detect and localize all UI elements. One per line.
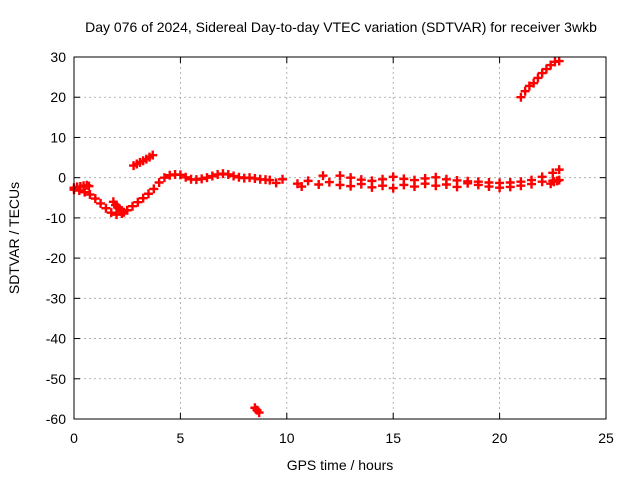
data-point (119, 207, 129, 217)
data-point (143, 189, 153, 199)
data-point (101, 203, 111, 213)
data-point (133, 197, 143, 207)
data-point (552, 176, 562, 186)
data-point (554, 165, 564, 175)
data-point (356, 179, 366, 189)
data-points (69, 56, 564, 418)
series-small-arc-3-4h (129, 150, 158, 171)
x-tick-labels: 0 5 10 15 20 25 (70, 430, 614, 446)
y-tick-label: -30 (46, 290, 66, 306)
x-tick-label: 25 (598, 430, 614, 446)
data-point (420, 179, 430, 189)
data-point (229, 171, 239, 181)
y-tick-label: -40 (46, 331, 66, 347)
data-point (463, 178, 473, 188)
y-tick-label: 0 (58, 170, 66, 186)
data-point (314, 180, 324, 190)
data-point (335, 180, 345, 190)
data-point (297, 182, 307, 192)
data-point (265, 175, 275, 185)
y-tick-label: 10 (50, 129, 66, 145)
x-tick-label: 10 (279, 430, 295, 446)
y-tick-label: 30 (50, 49, 66, 65)
data-point (154, 177, 164, 187)
data-point (473, 180, 483, 190)
data-point (505, 182, 515, 192)
data-point (529, 78, 539, 88)
data-point (548, 168, 558, 178)
y-tick-label: -60 (46, 411, 66, 427)
data-point (516, 92, 526, 102)
data-point (409, 182, 419, 192)
data-point (335, 171, 345, 181)
data-point (367, 182, 377, 192)
data-point (388, 183, 398, 193)
data-point (388, 172, 398, 182)
data-point (554, 56, 564, 66)
y-tick-labels: 30 20 10 0 -10 -20 -30 -40 -50 -60 (46, 49, 66, 427)
data-point (533, 73, 543, 83)
x-tick-label: 0 (70, 430, 78, 446)
series-upper-right-arc (516, 56, 564, 102)
series-outlier-8-9h (250, 403, 264, 418)
data-point (271, 178, 281, 188)
data-point (378, 181, 388, 191)
data-point (90, 194, 100, 204)
data-point (96, 198, 106, 208)
x-axis-label: GPS time / hours (287, 457, 394, 473)
data-point (324, 177, 334, 187)
data-point (278, 174, 288, 184)
data-point (175, 170, 185, 180)
series-scatter-9-13h (265, 171, 334, 192)
x-tick-label: 15 (385, 430, 401, 446)
data-point (148, 150, 158, 160)
data-point (452, 182, 462, 192)
data-point (84, 181, 94, 191)
data-point (527, 179, 537, 189)
plot-frame (73, 56, 607, 420)
data-point (484, 182, 494, 192)
data-point (399, 180, 409, 190)
data-point (128, 201, 138, 211)
data-point (223, 169, 233, 179)
data-point (520, 86, 530, 96)
data-point (149, 184, 159, 194)
y-tick-label: 20 (50, 89, 66, 105)
data-point (303, 176, 313, 186)
x-tick-label: 5 (177, 430, 185, 446)
y-tick-label: -20 (46, 250, 66, 266)
data-point (346, 181, 356, 191)
data-point (138, 193, 148, 203)
y-tick-label: -10 (46, 210, 66, 226)
data-point (441, 180, 451, 190)
y-tick-label: -50 (46, 371, 66, 387)
data-point (431, 172, 441, 182)
series-dip-side-arc (108, 197, 129, 217)
chart-title: Day 076 of 2024, Sidereal Day-to-day VTE… (85, 19, 597, 35)
data-point (516, 181, 526, 191)
series-end-small-arc (546, 176, 562, 189)
data-point (346, 173, 356, 183)
data-point (197, 174, 207, 184)
data-point (202, 173, 212, 183)
data-point (85, 190, 95, 200)
data-point (159, 173, 169, 183)
data-point (254, 408, 264, 418)
tick-marks (73, 56, 607, 420)
data-point (431, 181, 441, 191)
y-axis-label: SDTVAR / TECUs (6, 182, 22, 294)
data-point (318, 171, 328, 181)
x-tick-label: 20 (492, 430, 508, 446)
data-point (537, 177, 547, 187)
series-dense-band-b (335, 175, 564, 193)
data-point (495, 183, 505, 193)
data-point (106, 208, 116, 218)
data-point (207, 171, 217, 181)
data-point (181, 172, 191, 182)
